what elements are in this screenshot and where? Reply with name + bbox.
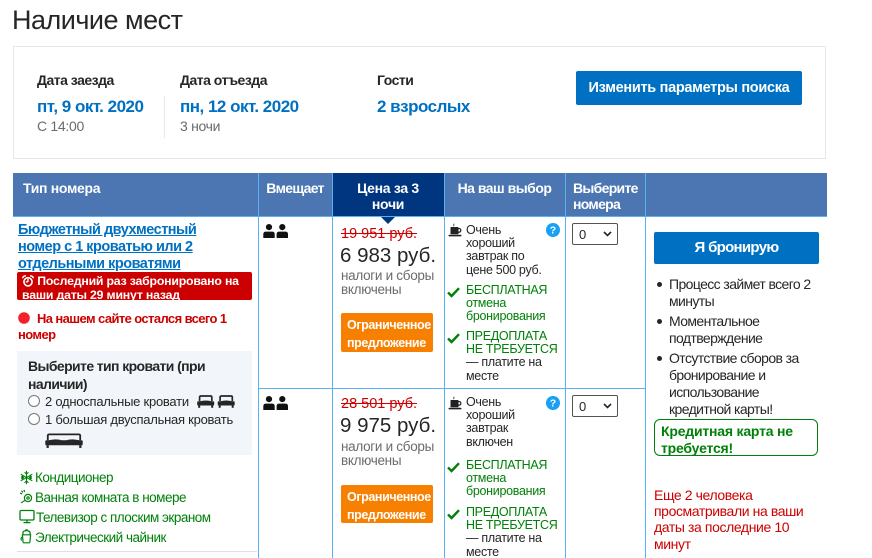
svg-text:?: ? — [550, 225, 556, 237]
svg-text:?: ? — [550, 398, 556, 410]
